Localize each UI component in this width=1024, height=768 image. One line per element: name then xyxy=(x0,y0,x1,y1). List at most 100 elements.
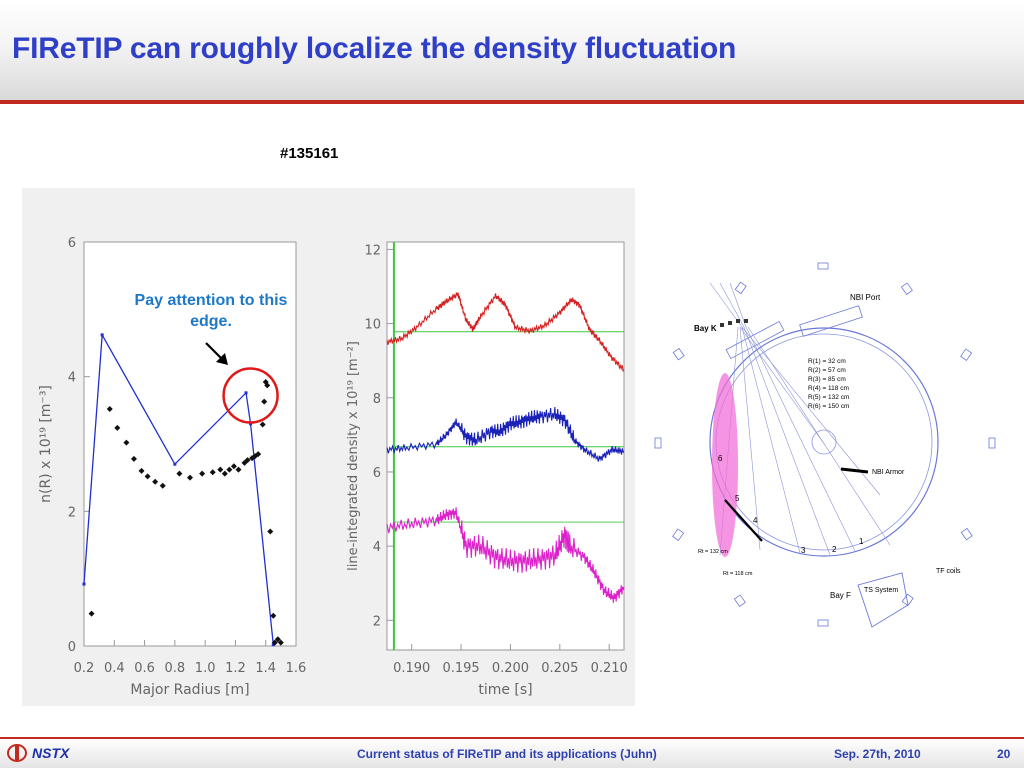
port-hardware xyxy=(728,321,732,325)
timeseries-y-axis-label: line-integrated density x 10¹⁹ [m⁻²] xyxy=(346,341,361,571)
ts-system-label: TS System xyxy=(864,587,898,594)
profile-marker xyxy=(123,439,130,446)
nbi-armor-label: NBI Armor xyxy=(872,469,905,476)
page-number: 20 xyxy=(997,747,1011,761)
tf-coil-marker xyxy=(900,282,913,295)
profile-marker xyxy=(199,470,206,477)
x-tick-label: 1.4 xyxy=(255,661,276,676)
density-trace-2 xyxy=(386,407,625,462)
chord-number-1: 1 xyxy=(859,537,864,546)
tf-coils-label: TF coils xyxy=(936,568,961,575)
profile-marker xyxy=(176,470,183,477)
tf-coil-marker xyxy=(817,262,829,270)
port-hardware xyxy=(744,319,748,323)
profile-marker xyxy=(152,478,159,485)
edge-segment xyxy=(724,499,763,542)
tf-coil-marker xyxy=(672,347,685,361)
tf-coil-marker xyxy=(960,527,973,541)
y-tick-label: 6 xyxy=(373,466,381,481)
nbi-port-label: NBI Port xyxy=(850,293,881,302)
footer-date: Sep. 27th, 2010 xyxy=(834,747,921,761)
nbi-armor-bar xyxy=(840,467,869,474)
annotation-arrow-head xyxy=(216,353,228,365)
radius-label-3: R(3) = 85 cm xyxy=(808,376,846,383)
tf-coil-marker xyxy=(654,437,662,449)
shot-number: #135161 xyxy=(280,145,339,162)
profile-marker xyxy=(144,473,151,480)
nbi-port-box xyxy=(799,305,863,337)
profile-line-point xyxy=(173,462,177,466)
profile-line-point xyxy=(100,333,104,337)
chord-number-6: 6 xyxy=(718,454,723,463)
profile-y-axis-label: n(R) x 10¹⁹ [m⁻³] xyxy=(38,385,54,503)
y-tick-label: 2 xyxy=(373,614,381,629)
y-tick-label: 10 xyxy=(364,318,381,333)
profile-line xyxy=(83,332,274,645)
chord-line xyxy=(739,326,826,446)
profile-marker xyxy=(217,466,224,473)
tf-coil-marker xyxy=(988,437,996,449)
density-plots: 0.2 0.4 0.6 0.8 1.0 1.2 1.4 1.6 0 2 4 6 Major Radius… xyxy=(38,236,628,698)
radius-label-4: R(4) = 118 cm xyxy=(808,385,849,392)
tf-coil-marker xyxy=(672,528,685,541)
y-tick-label: 12 xyxy=(364,243,381,258)
profile-marker xyxy=(277,639,284,646)
density-trace-1 xyxy=(386,292,625,373)
chord-line xyxy=(739,326,761,551)
radius-label-5: R(5) = 132 cm xyxy=(808,394,849,401)
annotation-arrow-shaft xyxy=(205,342,224,361)
x-tick-label: 0.205 xyxy=(541,661,578,676)
title-bar: FIReTIP can roughly localize the density… xyxy=(0,0,1024,100)
chord-view-region xyxy=(712,373,738,557)
chord-line xyxy=(745,326,856,552)
profile-marker xyxy=(159,482,166,489)
chord-line xyxy=(729,282,747,328)
profile-marker xyxy=(271,639,278,646)
profile-marker xyxy=(114,424,121,431)
profile-marker xyxy=(138,467,145,474)
chord-line xyxy=(743,326,831,556)
tf-coil-marker xyxy=(817,619,829,627)
timeseries-x-axis-label: time [s] xyxy=(478,682,532,698)
density-trace-3 xyxy=(386,507,625,603)
profile-line-point xyxy=(249,422,253,426)
chord-number-5: 5 xyxy=(735,494,740,503)
y-tick-label: 4 xyxy=(373,540,381,555)
profile-marker xyxy=(244,457,251,464)
profile-marker xyxy=(264,382,271,389)
profile-marker xyxy=(221,470,228,477)
x-tick-label: 0.2 xyxy=(74,661,95,676)
profile-marker xyxy=(262,379,269,386)
y-tick-label: 8 xyxy=(373,392,381,407)
chord-line xyxy=(741,326,801,554)
x-tick-label: 0.8 xyxy=(165,661,186,676)
center-stack xyxy=(811,429,837,455)
bay-f-label: Bay F xyxy=(830,591,851,600)
chord-line xyxy=(719,282,745,328)
radius-label-1: R(1) = 32 cm xyxy=(808,358,846,365)
y-tick-label: 6 xyxy=(68,236,76,251)
vessel-outer-wall xyxy=(709,327,939,557)
profile-marker xyxy=(259,421,266,428)
footer-title: Current status of FIReTIP and its applic… xyxy=(357,747,657,761)
profile-marker xyxy=(230,463,237,470)
x-tick-label: 0.4 xyxy=(104,661,125,676)
profile-marker xyxy=(274,636,281,643)
ts-system-box xyxy=(857,572,909,628)
nstx-logo: NSTX xyxy=(6,743,69,763)
rt-132-label: Rt = 132 cm xyxy=(698,549,728,555)
bay-k-port-box xyxy=(725,320,785,360)
footer: NSTX Current status of FIReTIP and its a… xyxy=(0,739,1024,768)
x-tick-label: 1.2 xyxy=(225,661,246,676)
x-tick-label: 1.6 xyxy=(286,661,307,676)
y-tick-label: 2 xyxy=(68,505,76,520)
profile-marker xyxy=(270,612,277,619)
tf-coil-marker xyxy=(733,594,746,607)
chord-number-2: 2 xyxy=(832,545,837,554)
x-tick-label: 1.0 xyxy=(195,661,216,676)
profile-marker xyxy=(88,610,95,617)
tf-coil-marker xyxy=(960,348,973,361)
rt-118-label: Rt = 118 cm xyxy=(723,571,753,577)
tf-coil-marker xyxy=(734,281,747,295)
y-tick-label: 4 xyxy=(68,371,76,386)
